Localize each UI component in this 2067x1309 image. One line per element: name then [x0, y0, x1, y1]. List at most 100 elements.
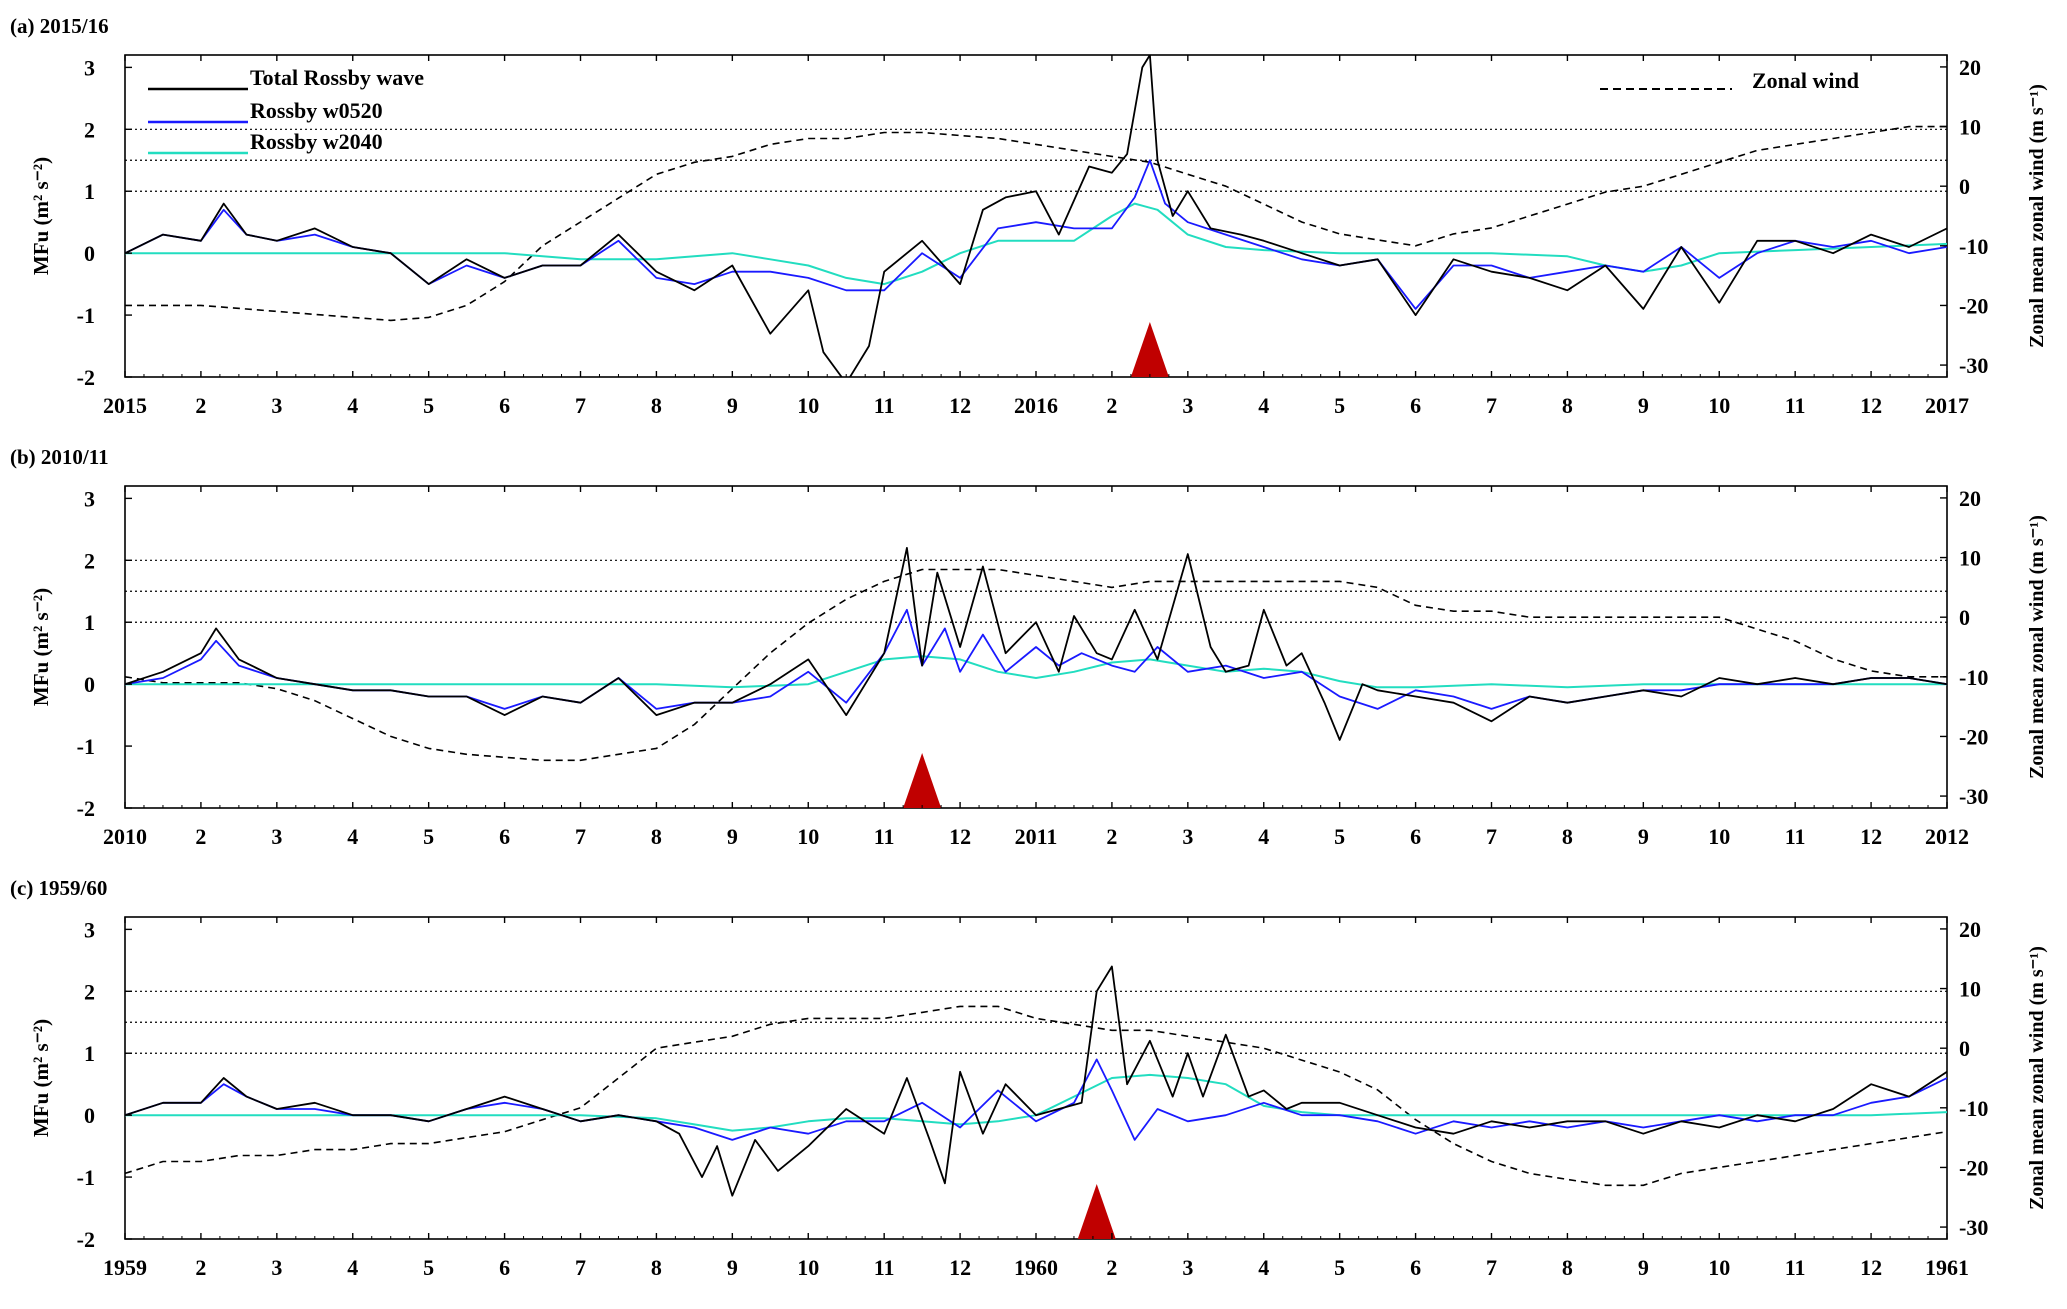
y-tick-label-right: -20	[1959, 724, 1988, 749]
x-tick-label: 6	[1410, 1255, 1421, 1280]
y-tick-label-right: -20	[1959, 1155, 1988, 1180]
y-tick-label-right: 10	[1959, 546, 1981, 571]
x-tick-label: 10	[797, 824, 819, 849]
x-tick-label: 11	[1785, 1255, 1806, 1280]
x-tick-label: 7	[575, 1255, 586, 1280]
y-tick-label-right: 20	[1959, 917, 1981, 942]
y-tick-label-left: 3	[84, 55, 95, 80]
x-tick-label: 8	[1562, 824, 1573, 849]
y-tick-label-left: 0	[84, 672, 95, 697]
y-tick-label-right: 0	[1959, 605, 1970, 630]
y-tick-label-left: 0	[84, 1103, 95, 1128]
y-tick-label-left: 3	[84, 486, 95, 511]
x-tick-label: 11	[1785, 393, 1806, 418]
x-tick-label: 10	[797, 393, 819, 418]
y-tick-label-left: -2	[77, 796, 95, 821]
y-tick-label-right: -30	[1959, 1215, 1988, 1240]
x-tick-label: 2	[195, 1255, 206, 1280]
series-line-cyan-solid	[125, 655, 1947, 689]
y-axis-label-right: Zonal mean zonal wind (m s⁻¹)	[2026, 946, 2048, 1210]
y-tick-label-left: 1	[84, 1041, 95, 1066]
x-tick-label: 1959	[103, 1255, 147, 1280]
legend-label-w0520: Rossby w0520	[250, 98, 383, 123]
series-line-black-dashed	[125, 125, 1947, 322]
x-tick-label: 5	[423, 824, 434, 849]
x-tick-label: 10	[1708, 824, 1730, 849]
y-tick-label-right: 20	[1959, 55, 1981, 80]
series-line-blue-solid	[125, 608, 1947, 710]
series-line-black-solid	[125, 965, 1947, 1197]
x-tick-label: 10	[1708, 393, 1730, 418]
y-tick-label-right: -10	[1959, 1096, 1988, 1121]
x-tick-label: 11	[874, 1255, 895, 1280]
legend: Total Rossby wave Rossby w0520 Rossby w204…	[148, 65, 1859, 155]
x-tick-label: 8	[1562, 1255, 1573, 1280]
y-tick-label-right: -20	[1959, 293, 1988, 318]
x-tick-label: 11	[874, 393, 895, 418]
x-tick-label: 4	[347, 824, 358, 849]
y-tick-label-right: -10	[1959, 234, 1988, 259]
legend-label-w2040: Rossby w2040	[250, 129, 383, 154]
x-tick-label: 1961	[1925, 1255, 1969, 1280]
x-tick-label: 8	[651, 824, 662, 849]
x-tick-label: 3	[271, 393, 282, 418]
x-tick-label: 2	[1106, 824, 1117, 849]
y-tick-label-right: 20	[1959, 486, 1981, 511]
x-tick-label: 12	[1860, 824, 1882, 849]
x-tick-label: 2017	[1925, 393, 1969, 418]
x-tick-label: 4	[1258, 1255, 1269, 1280]
x-tick-label: 5	[1334, 824, 1345, 849]
event-marker-triangle	[1077, 1184, 1116, 1239]
x-tick-label: 12	[949, 1255, 971, 1280]
x-tick-label: 1960	[1014, 1255, 1058, 1280]
series-line-cyan-solid	[125, 1073, 1947, 1132]
y-axis-label-left: MFu (m² s⁻²)	[29, 1019, 53, 1137]
x-tick-label: 11	[874, 824, 895, 849]
x-tick-label: 5	[423, 393, 434, 418]
x-tick-label: 3	[271, 824, 282, 849]
plot-frame	[124, 54, 1948, 378]
x-tick-label: 12	[1860, 1255, 1882, 1280]
y-axis-label-left: MFu (m² s⁻²)	[29, 588, 53, 706]
x-tick-label: 9	[1638, 393, 1649, 418]
series-line-black-solid	[125, 547, 1947, 741]
x-tick-label: 9	[1638, 1255, 1649, 1280]
x-tick-label: 12	[949, 824, 971, 849]
x-tick-label: 8	[651, 1255, 662, 1280]
x-tick-label: 9	[727, 824, 738, 849]
legend-label-wind: Zonal wind	[1752, 68, 1859, 93]
y-tick-label-left: 2	[84, 117, 95, 142]
x-tick-label: 8	[1562, 393, 1573, 418]
y-axis-label-right: Zonal mean zonal wind (m s⁻¹)	[2026, 84, 2048, 348]
y-tick-label-left: 1	[84, 610, 95, 635]
x-tick-label: 10	[1708, 1255, 1730, 1280]
y-tick-label-left: 0	[84, 241, 95, 266]
series-line-blue-solid	[125, 1058, 1947, 1141]
x-tick-label: 4	[347, 1255, 358, 1280]
panel-label: (c) 1959/60	[10, 876, 107, 900]
y-tick-label-left: 2	[84, 548, 95, 573]
y-tick-label-right: 0	[1959, 174, 1970, 199]
x-tick-label: 6	[499, 824, 510, 849]
x-tick-label: 2	[195, 824, 206, 849]
x-tick-label: 12	[1860, 393, 1882, 418]
series-line-cyan-solid	[125, 202, 1947, 286]
y-tick-label-left: -1	[77, 1165, 95, 1190]
y-tick-label-right: -30	[1959, 784, 1988, 809]
series-line-black-dashed	[125, 568, 1947, 762]
x-tick-label: 4	[347, 393, 358, 418]
y-tick-label-right: -10	[1959, 665, 1988, 690]
x-tick-label: 7	[575, 824, 586, 849]
x-tick-label: 2010	[103, 824, 147, 849]
x-tick-label: 11	[1785, 824, 1806, 849]
panel-label: (a) 2015/16	[10, 14, 109, 38]
y-tick-label-left: -1	[77, 303, 95, 328]
x-tick-label: 7	[1486, 393, 1497, 418]
y-tick-label-right: -30	[1959, 353, 1988, 378]
x-tick-label: 6	[1410, 393, 1421, 418]
x-tick-label: 3	[1182, 824, 1193, 849]
x-tick-label: 12	[949, 393, 971, 418]
x-tick-label: 3	[271, 1255, 282, 1280]
